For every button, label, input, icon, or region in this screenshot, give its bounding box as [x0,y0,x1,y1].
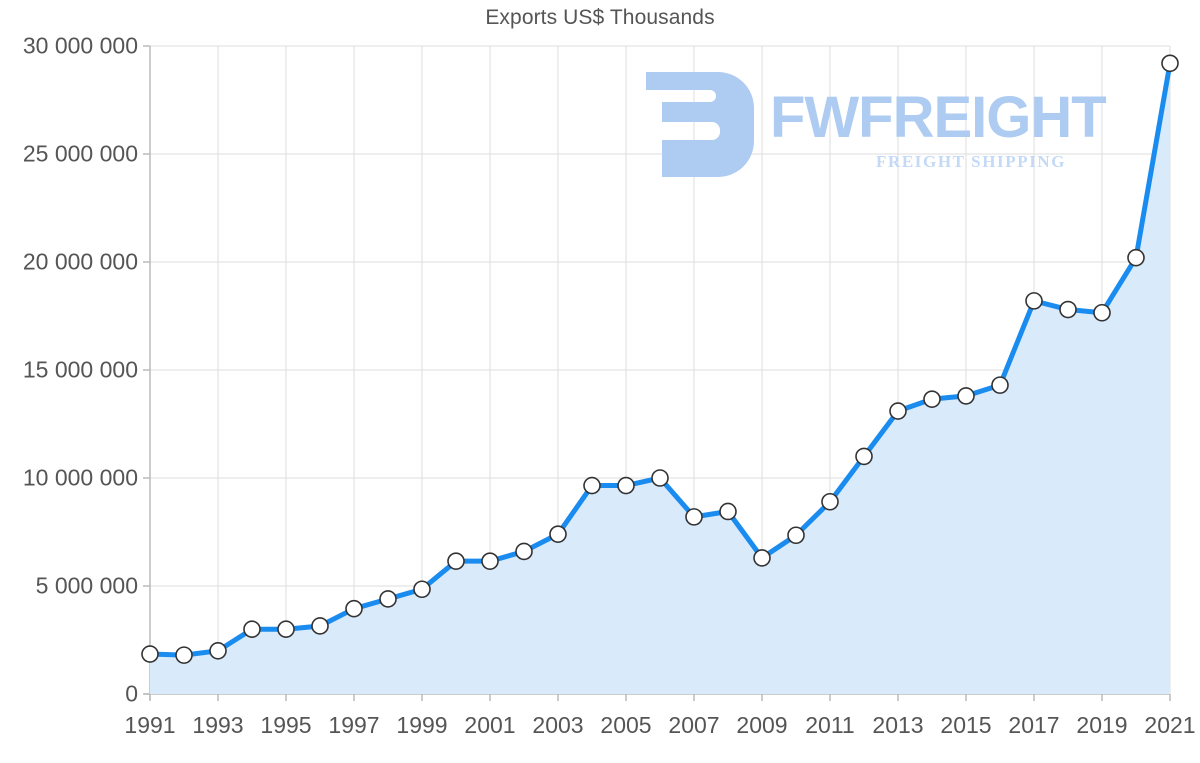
data-point-marker[interactable] [345,599,363,618]
data-point-marker[interactable] [175,646,193,664]
data-point-marker[interactable] [787,526,805,545]
y-axis-tick-label: 10 000 000 [22,464,138,491]
x-axis-tick-label: 2011 [805,712,855,738]
x-axis-tick-label: 1999 [396,712,448,738]
data-point-marker[interactable] [447,552,465,570]
data-point-marker[interactable] [651,469,669,487]
x-axis-tick-label: 2001 [464,712,516,738]
y-axis-tick-label: 30 000 000 [22,32,138,59]
y-axis-tick-label: 25 000 000 [22,140,138,167]
x-axis-tick-label: 2013 [872,712,924,738]
y-axis-tick-label: 5 000 000 [35,572,138,599]
x-axis-tick-label: 1997 [328,712,380,738]
data-point-markers [141,54,1179,664]
data-point-marker[interactable] [277,620,295,639]
data-point-marker[interactable] [719,502,737,521]
x-axis-tick-label: 2007 [668,712,720,738]
data-point-marker[interactable] [1025,292,1043,310]
data-point-marker[interactable] [685,508,703,526]
data-point-marker[interactable] [209,641,227,660]
data-point-marker[interactable] [1161,54,1179,73]
x-axis-tick-label: 2003 [532,712,584,738]
area-fill [150,63,1170,694]
data-point-marker[interactable] [957,387,975,405]
x-axis-tick-label: 2009 [736,712,788,738]
data-point-marker[interactable] [583,476,601,495]
data-point-marker[interactable] [481,552,499,570]
data-point-marker[interactable] [515,542,533,561]
x-axis-tick-label: 1993 [192,712,244,738]
x-axis-tick-label: 2005 [600,712,652,738]
data-point-marker[interactable] [379,590,397,608]
data-point-marker[interactable] [141,645,159,663]
data-point-marker[interactable] [1093,303,1111,322]
data-point-marker[interactable] [889,402,907,420]
data-point-marker[interactable] [855,447,873,466]
x-axis-tick-label: 2015 [940,712,992,738]
x-axis-tick-label: 1991 [124,712,176,738]
x-axis-tick-label: 2021 [1144,712,1196,738]
data-point-marker[interactable] [1127,248,1145,267]
data-point-marker[interactable] [923,390,941,408]
data-point-marker[interactable] [549,525,567,543]
data-point-marker[interactable] [753,549,771,567]
data-point-marker[interactable] [991,376,1009,394]
chart-title: Exports US$ Thousands [485,6,715,29]
x-axis-tick-label: 2019 [1076,712,1128,738]
data-point-marker[interactable] [1059,300,1077,319]
y-axis-tick-label: 20 000 000 [22,248,138,275]
x-axis-tick-label: 1995 [260,712,312,738]
y-axis-labels: 0 5 000 000 10 000 000 15 000 000 20 000 000… [0,0,138,763]
data-point-marker[interactable] [413,580,431,599]
data-point-marker[interactable] [311,617,329,635]
x-axis-tick-label: 2017 [1008,712,1060,738]
y-axis-tick-label: 15 000 000 [22,356,138,383]
y-axis-tick-label: 0 [125,680,138,707]
data-point-marker[interactable] [243,620,261,639]
data-point-marker[interactable] [821,492,839,511]
data-point-marker[interactable] [617,476,635,495]
